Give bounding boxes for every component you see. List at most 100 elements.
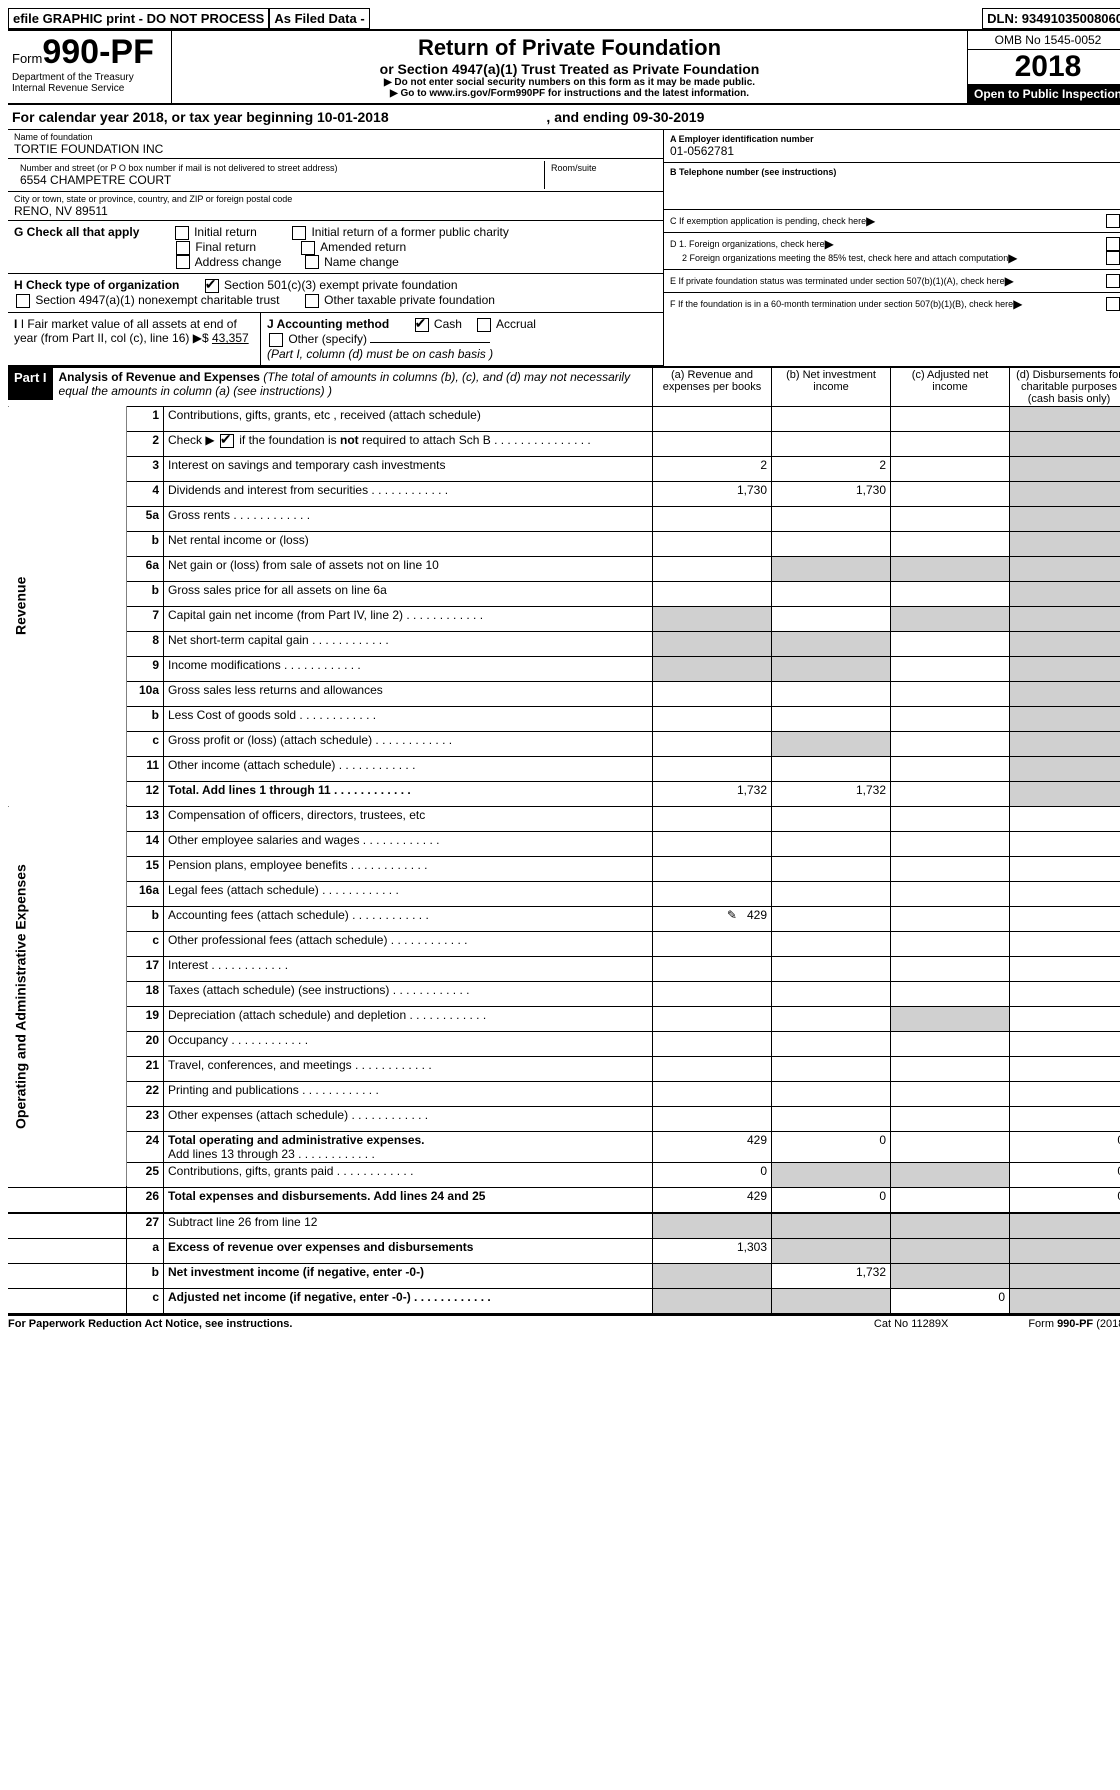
checkbox-cash[interactable] <box>415 318 429 332</box>
I-value: 43,357 <box>212 331 249 345</box>
omb-block: OMB No 1545-0052 2018 Open to Public Ins… <box>967 31 1120 103</box>
checkbox-E[interactable] <box>1106 274 1120 288</box>
title-main: Return of Private Foundation or Section … <box>172 31 967 103</box>
B-cell: B Telephone number (see instructions) <box>664 163 1120 210</box>
val-25d: 0 <box>1010 1162 1120 1187</box>
val-26d: 0 <box>1010 1187 1120 1213</box>
line-2: Check ▶ if the foundation is not require… <box>164 431 653 456</box>
A-cell: A Employer identification number 01-0562… <box>664 130 1120 163</box>
line-20: Occupancy <box>164 1031 653 1056</box>
line-17: Interest <box>164 956 653 981</box>
calendar-year-row: For calendar year 2018, or tax year begi… <box>8 105 1120 130</box>
val-3a: 2 <box>653 456 772 481</box>
checkbox-initial-return[interactable] <box>175 226 189 240</box>
J-label: J Accounting method <box>267 317 389 331</box>
J-note: (Part I, column (d) must be on cash basi… <box>267 347 493 361</box>
irs-label: Internal Revenue Service <box>12 83 167 94</box>
attach-icon[interactable]: ✎ <box>727 908 737 922</box>
checkbox-schb[interactable] <box>220 434 234 448</box>
cal-end: , and ending 09-30-2019 <box>546 109 704 125</box>
omb-no: OMB No 1545-0052 <box>968 31 1120 50</box>
line-23: Other expenses (attach schedule) <box>164 1106 653 1131</box>
checkbox-final[interactable] <box>176 241 190 255</box>
E-label: E If private foundation status was termi… <box>670 276 1005 286</box>
E-cell: E If private foundation status was termi… <box>664 270 1120 293</box>
F-cell: F If the foundation is in a 60-month ter… <box>664 293 1120 315</box>
checkbox-D2[interactable] <box>1106 251 1120 265</box>
checkbox-F[interactable] <box>1106 297 1120 311</box>
expenses-vlabel: Operating and Administrative Expenses <box>8 806 127 1187</box>
A-label: A Employer identification number <box>670 134 1120 144</box>
section-I: I I Fair market value of all assets at e… <box>8 313 261 365</box>
line-10c: Gross profit or (loss) (attach schedule) <box>164 731 653 756</box>
col-d-header: (d) Disbursements for charitable purpose… <box>1010 367 1120 406</box>
entity-block: Name of foundation TORTIE FOUNDATION INC… <box>8 130 1120 367</box>
line-16a: Legal fees (attach schedule) <box>164 881 653 906</box>
line-16b: Accounting fees (attach schedule) <box>164 906 653 931</box>
line-27c: Adjusted net income (if negative, enter … <box>164 1288 653 1314</box>
checkbox-other-tax[interactable] <box>305 294 319 308</box>
part1-table: Part I Analysis of Revenue and Expenses … <box>8 367 1120 1315</box>
D2-label: 2 Foreign organizations meeting the 85% … <box>670 253 1008 263</box>
checkbox-name-change[interactable] <box>305 255 319 269</box>
opt-othertax: Other taxable private foundation <box>324 293 495 307</box>
section-G: G Check all that apply Initial return In… <box>8 221 663 274</box>
efile-label: efile GRAPHIC print - DO NOT PROCESS <box>8 8 269 29</box>
val-12a: 1,732 <box>653 781 772 806</box>
line-9: Income modifications <box>164 656 653 681</box>
top-bar: efile GRAPHIC print - DO NOT PROCESS As … <box>8 8 1120 31</box>
C-cell: C If exemption application is pending, c… <box>664 210 1120 233</box>
opt-former: Initial return of a former public charit… <box>311 225 508 239</box>
A-value: 01-0562781 <box>670 144 1120 158</box>
checkbox-other-method[interactable] <box>269 333 283 347</box>
city-cell: City or town, state or province, country… <box>8 192 663 221</box>
line-6b: Gross sales price for all assets on line… <box>164 581 653 606</box>
checkbox-amended[interactable] <box>301 241 315 255</box>
checkbox-address[interactable] <box>176 255 190 269</box>
line-25: Contributions, gifts, grants paid <box>164 1162 653 1187</box>
line-3: Interest on savings and temporary cash i… <box>164 456 653 481</box>
H-label: H Check type of organization <box>14 278 179 292</box>
B-label: B Telephone number (see instructions) <box>670 167 1120 177</box>
city-value: RENO, NV 89511 <box>14 204 657 218</box>
footer-left: For Paperwork Reduction Act Notice, see … <box>8 1318 874 1330</box>
opt-final: Final return <box>195 240 256 254</box>
checkbox-4947[interactable] <box>16 294 30 308</box>
checkbox-initial-former[interactable] <box>292 226 306 240</box>
line-26: Total expenses and disbursements. Add li… <box>164 1187 653 1213</box>
tax-year: 2018 <box>968 50 1120 85</box>
opt-cash: Cash <box>434 317 462 331</box>
street-cell: Number and street (or P O box number if … <box>8 159 663 192</box>
checkbox-501c3[interactable] <box>205 279 219 293</box>
opt-initial: Initial return <box>194 225 257 239</box>
line-8: Net short-term capital gain <box>164 631 653 656</box>
line-18: Taxes (attach schedule) (see instruction… <box>164 981 653 1006</box>
opt-namechange: Name change <box>324 255 399 269</box>
val-27cc: 0 <box>891 1288 1010 1314</box>
val-26b: 0 <box>772 1187 891 1213</box>
checkbox-C[interactable] <box>1106 214 1120 228</box>
line-15: Pension plans, employee benefits <box>164 856 653 881</box>
line-13: Compensation of officers, directors, tru… <box>164 806 653 831</box>
val-24b: 0 <box>772 1131 891 1162</box>
line-22: Printing and publications <box>164 1081 653 1106</box>
opt-4947: Section 4947(a)(1) nonexempt charitable … <box>35 293 279 307</box>
val-26a: 429 <box>653 1187 772 1213</box>
opt-501c3: Section 501(c)(3) exempt private foundat… <box>224 278 457 292</box>
line-6a: Net gain or (loss) from sale of assets n… <box>164 556 653 581</box>
line-10a: Gross sales less returns and allowances <box>164 681 653 706</box>
line-24: Total operating and administrative expen… <box>164 1131 653 1162</box>
checkbox-accrual[interactable] <box>477 318 491 332</box>
footer-mid: Cat No 11289X <box>874 1318 948 1330</box>
goto-link[interactable]: ▶ Go to www.irs.gov/Form990PF for instru… <box>176 88 963 99</box>
street-label: Number and street (or P O box number if … <box>20 163 538 173</box>
C-label: C If exemption application is pending, c… <box>670 216 866 226</box>
col-c-header: (c) Adjusted net income <box>891 367 1010 406</box>
section-IJ: I I Fair market value of all assets at e… <box>8 313 663 366</box>
D1-label: D 1. Foreign organizations, check here <box>670 239 825 249</box>
form-prefix: Form <box>12 51 42 66</box>
checkbox-D1[interactable] <box>1106 237 1120 251</box>
line-11: Other income (attach schedule) <box>164 756 653 781</box>
form-id-block: Form990-PF Department of the Treasury In… <box>8 31 172 103</box>
val-27aa: 1,303 <box>653 1238 772 1263</box>
